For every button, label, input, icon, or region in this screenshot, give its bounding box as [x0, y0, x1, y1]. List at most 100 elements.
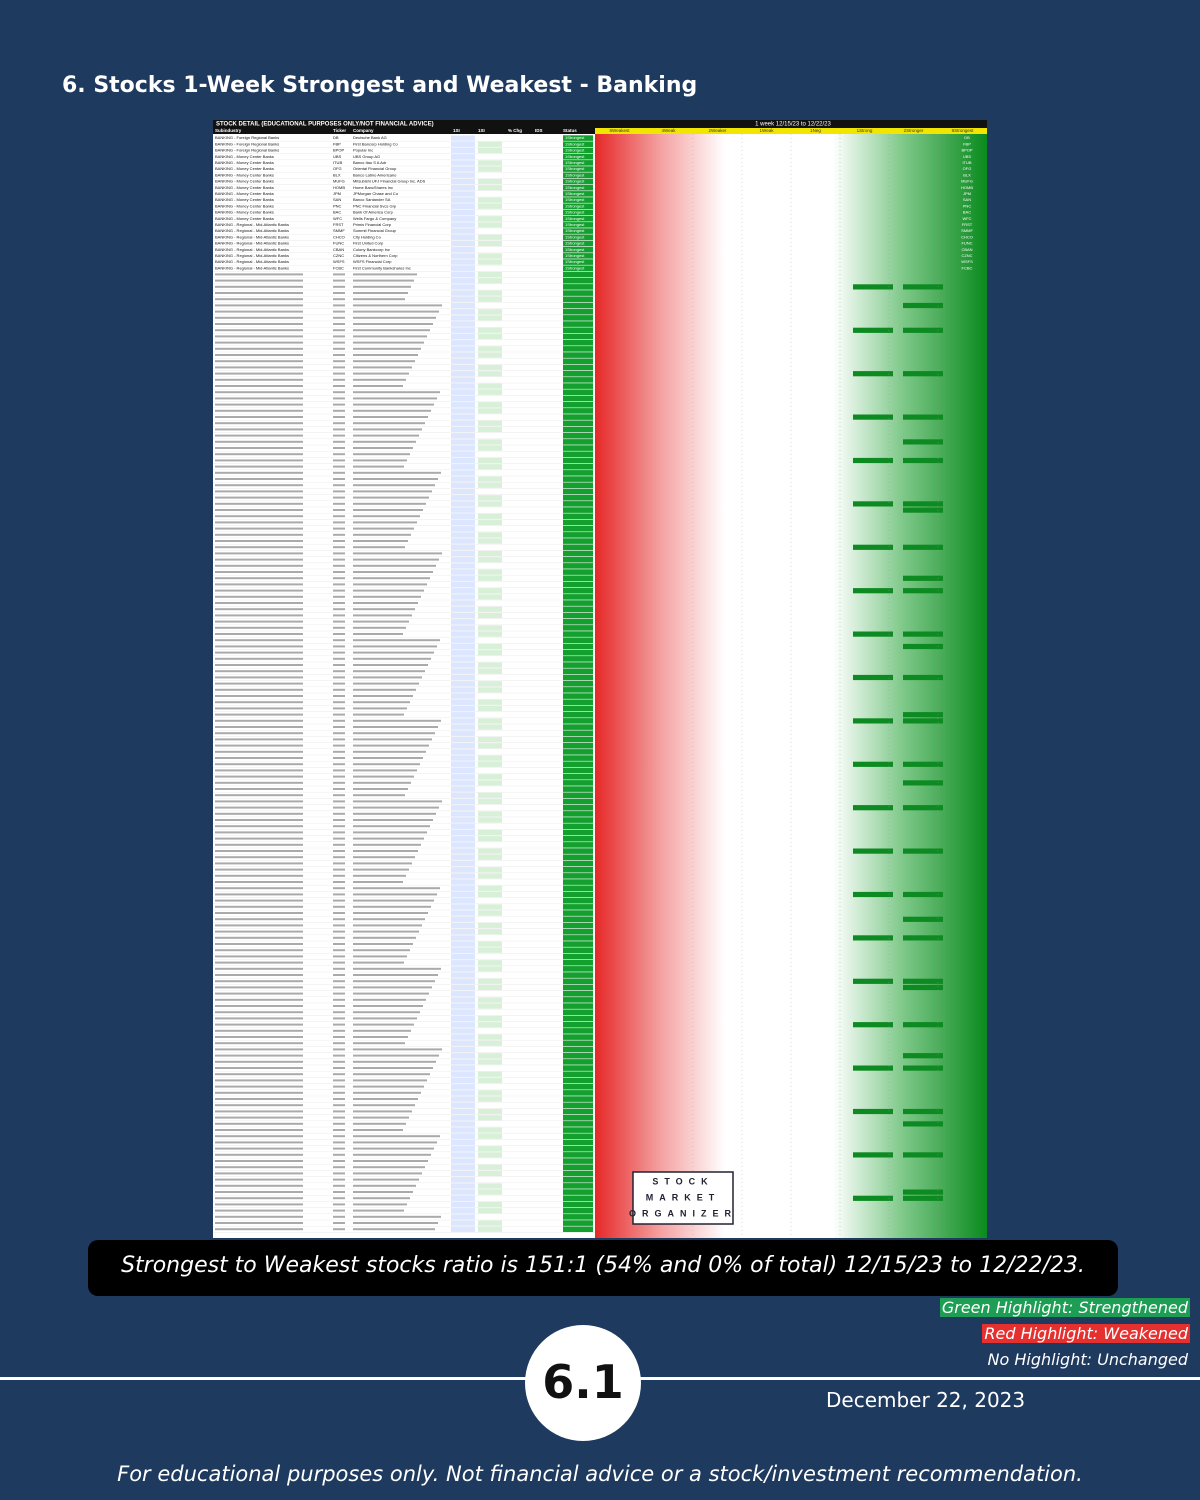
- cell-text: [333, 583, 345, 586]
- bar-cell: [478, 228, 502, 234]
- cell-text: [215, 409, 303, 412]
- strongest-ticker: OFG: [963, 166, 972, 171]
- cell-text: [333, 1036, 345, 1038]
- caption: Strongest to Weakest stocks ratio is 151…: [121, 1253, 1085, 1278]
- status-cell: [563, 718, 593, 724]
- cell-text: [215, 1228, 303, 1231]
- num-cell: [451, 327, 475, 333]
- cell-text: [353, 391, 440, 394]
- cell-text: [333, 1153, 345, 1156]
- status-cell: [563, 1077, 593, 1084]
- cell-text: [333, 657, 345, 660]
- status-cell: [563, 253, 593, 259]
- cell-text: [333, 304, 345, 307]
- status-cell: [563, 166, 593, 172]
- cell-text: [333, 608, 345, 611]
- bar-cell: [478, 197, 502, 203]
- bar-cell: [478, 885, 502, 891]
- column-header: Subindustry: [215, 128, 242, 133]
- bar-cell: [478, 581, 502, 588]
- num-cell: [451, 947, 475, 953]
- strongest-ticker: WFC: [962, 216, 971, 221]
- cell-text: [353, 1141, 437, 1144]
- cell-text: [333, 1203, 345, 1206]
- cell-text: [215, 502, 303, 505]
- status: 1Strongest: [565, 253, 585, 258]
- num-cell: [451, 371, 475, 377]
- bar-cell: [478, 538, 502, 544]
- num-cell: [451, 885, 475, 891]
- cell-text: [353, 484, 435, 487]
- cell-text: [353, 961, 404, 964]
- arrow-cell: [903, 761, 943, 767]
- status-cell: [563, 544, 593, 551]
- cell-text: [333, 744, 345, 747]
- status-cell: [563, 191, 593, 197]
- cell-text: [333, 1098, 345, 1100]
- cell-text: [353, 372, 409, 375]
- cell-text: [353, 1160, 428, 1162]
- cell-text: [353, 1036, 408, 1038]
- status-cell: [563, 947, 593, 954]
- cell-text: [215, 1060, 303, 1063]
- cell-text: [333, 1160, 345, 1162]
- status-cell: [563, 711, 593, 718]
- num-cell: [451, 197, 475, 203]
- bar-cell: [478, 1059, 502, 1065]
- cell-text: [215, 868, 303, 871]
- cell: BANKING - Foreign Regional Banks: [215, 141, 279, 146]
- cell-text: [333, 645, 345, 648]
- cell-text: [333, 1116, 345, 1119]
- status: 1Strongest: [565, 185, 585, 190]
- bar-cell: [478, 1208, 502, 1214]
- legend-green: Green Highlight: Strengthened: [939, 1298, 1190, 1317]
- status-cell: [563, 1214, 593, 1220]
- cell: BANKING - Money Center Banks: [215, 210, 274, 215]
- num-cell: [451, 1077, 475, 1084]
- arrow-cell: [903, 848, 943, 854]
- cell-text: [215, 1110, 303, 1113]
- status-cell: [563, 823, 593, 830]
- num-cell: [451, 1183, 475, 1189]
- num-cell: [451, 1195, 475, 1201]
- status-cell: [563, 1207, 593, 1214]
- cell-text: [353, 887, 440, 890]
- cell-text: [333, 397, 345, 400]
- bar-cell: [478, 178, 502, 185]
- cell-text: [333, 484, 345, 487]
- num-cell: [451, 358, 475, 364]
- arrow-cell: [903, 1065, 943, 1071]
- num-cell: [451, 1090, 475, 1096]
- num-cell: [451, 904, 475, 910]
- status-cell: [563, 507, 593, 513]
- bar-cell: [478, 811, 502, 817]
- num-cell: [451, 185, 475, 191]
- status: 1Strongest: [565, 179, 585, 184]
- cell-text: [333, 775, 345, 778]
- cell-text: [333, 874, 345, 877]
- num-cell: [451, 780, 475, 786]
- cell-text: [333, 1129, 345, 1131]
- num-cell: [451, 420, 475, 426]
- status-cell: [563, 470, 593, 476]
- cell-text: [215, 1184, 303, 1187]
- cell-text: [353, 292, 408, 294]
- num-cell: [451, 352, 475, 358]
- status-cell: [563, 302, 593, 309]
- arrow-cell: [903, 1152, 943, 1158]
- arrow-cell: [903, 978, 943, 984]
- num-cell: [451, 1084, 475, 1090]
- status-cell: [563, 922, 593, 929]
- num-cell: [451, 191, 475, 197]
- bar-cell: [478, 736, 502, 743]
- cell-text: [333, 1178, 345, 1181]
- status-cell: [563, 513, 593, 520]
- status: 1Strongest: [565, 247, 585, 252]
- right-header: 1Strong: [857, 128, 873, 133]
- bar-cell: [478, 588, 502, 594]
- num-cell: [451, 749, 475, 755]
- status-cell: [563, 953, 593, 960]
- cell-text: [333, 440, 345, 443]
- bar-cell: [478, 470, 502, 476]
- cell-text: [215, 788, 303, 790]
